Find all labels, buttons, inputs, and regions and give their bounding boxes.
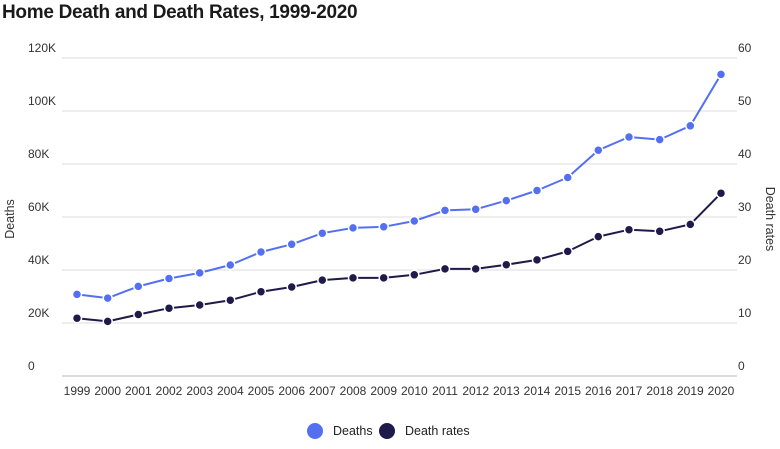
chart-title: Home Death and Death Rates, 1999-2020	[2, 2, 358, 23]
data-point-deaths	[133, 281, 144, 292]
y-tick-label: 60K	[28, 200, 49, 214]
x-tick-label: 2001	[125, 384, 152, 398]
data-point-deaths	[654, 134, 665, 145]
y2-tick-label: 60	[738, 41, 752, 55]
x-tick-label: 2003	[186, 384, 213, 398]
data-point-deaths	[623, 131, 635, 143]
data-point-deaths	[593, 144, 604, 156]
y-tick-label: 80K	[28, 147, 49, 161]
data-point-deaths	[102, 292, 113, 304]
y-axis-right-title: Death rates	[763, 187, 777, 252]
x-tick-label: 2000	[94, 384, 121, 398]
y-tick-label: 0	[28, 359, 35, 373]
gridlines	[62, 57, 737, 377]
legend-label-deaths: Deaths	[333, 424, 373, 438]
data-point-death-rates	[593, 231, 604, 242]
y-axis-left-title: Deaths	[3, 199, 17, 239]
data-point-death-rates	[133, 309, 144, 320]
data-point-death-rates	[347, 272, 359, 284]
data-point-death-rates	[685, 219, 696, 230]
x-tick-label: 2013	[493, 384, 520, 398]
data-point-death-rates	[317, 274, 328, 286]
x-tick-label: 2004	[217, 384, 244, 398]
x-tick-label: 2009	[370, 384, 397, 398]
y2-tick-label: 10	[738, 306, 752, 320]
data-point-death-rates	[378, 272, 389, 284]
y-tick-label: 100K	[28, 94, 56, 108]
data-point-death-rates	[225, 294, 236, 306]
data-point-deaths	[378, 221, 389, 233]
y2-tick-label: 50	[738, 94, 752, 108]
x-axis-ticks: 1999 2000 2001 2002 2003 2004 2005 2006 2007 2008…	[64, 384, 735, 398]
legend-marker-death-rates	[379, 423, 395, 439]
data-point-death-rates	[194, 299, 205, 311]
data-point-deaths	[501, 195, 512, 206]
data-point-deaths	[225, 259, 236, 271]
x-tick-label: 2006	[278, 384, 305, 398]
data-point-deaths	[470, 204, 481, 215]
data-point-deaths	[163, 273, 175, 284]
x-tick-label: 2014	[524, 384, 551, 398]
data-point-deaths	[562, 172, 573, 183]
y-axis-left-ticks: 0 20K 40K 60K 80K 100K 120K	[28, 41, 56, 373]
data-point-death-rates	[102, 316, 113, 327]
x-tick-label: 2012	[462, 384, 489, 398]
data-point-deaths	[71, 289, 83, 300]
x-tick-label: 2008	[340, 384, 367, 398]
y-tick-label: 40K	[28, 253, 49, 267]
data-point-death-rates	[715, 187, 727, 199]
data-point-death-rates	[163, 302, 175, 314]
data-point-death-rates	[623, 224, 635, 235]
x-tick-label: 2011	[432, 384, 458, 398]
legend-label-death-rates: Death rates	[405, 424, 470, 438]
data-point-death-rates	[654, 226, 665, 237]
x-tick-label: 2018	[646, 384, 673, 398]
data-point-death-rates	[531, 254, 543, 266]
legend-marker-deaths	[307, 423, 323, 439]
x-tick-label: 2017	[616, 384, 643, 398]
series-line-deaths	[76, 73, 722, 300]
y-tick-label: 20K	[28, 306, 49, 320]
x-tick-label: 2016	[585, 384, 612, 398]
data-point-deaths	[347, 222, 359, 234]
data-point-death-rates	[255, 286, 267, 297]
x-tick-label: 2020	[708, 384, 735, 398]
y2-tick-label: 0	[738, 359, 745, 373]
data-point-death-rates	[439, 263, 451, 275]
x-tick-label: 2015	[554, 384, 581, 398]
data-point-death-rates	[501, 259, 512, 270]
x-tick-label: 2010	[401, 384, 428, 398]
data-point-deaths	[255, 246, 267, 258]
x-tick-label: 2002	[156, 384, 183, 398]
data-point-deaths	[715, 69, 727, 80]
data-point-deaths	[531, 185, 543, 196]
y2-tick-label: 30	[738, 200, 752, 214]
legend: Deaths Death rates	[307, 423, 470, 439]
series-line-death-rates	[76, 192, 722, 323]
data-point-death-rates	[71, 312, 83, 324]
data-point-deaths	[439, 205, 451, 216]
series-layer	[71, 69, 727, 327]
data-point-death-rates	[562, 246, 573, 257]
y-axis-right-ticks: 0 10 20 30 40 50 60	[738, 41, 752, 373]
x-tick-label: 1999	[64, 384, 91, 398]
data-point-death-rates	[409, 269, 420, 281]
data-point-deaths	[685, 120, 696, 132]
y2-tick-label: 20	[738, 253, 752, 267]
data-point-death-rates	[470, 263, 481, 275]
x-tick-label: 2019	[677, 384, 704, 398]
y2-tick-label: 40	[738, 147, 752, 161]
data-point-deaths	[317, 227, 328, 239]
data-point-deaths	[286, 239, 297, 250]
data-point-deaths	[194, 267, 205, 279]
data-point-death-rates	[286, 281, 297, 293]
x-tick-label: 2005	[248, 384, 275, 398]
y-tick-label: 120K	[28, 41, 56, 55]
data-point-deaths	[409, 215, 420, 227]
x-tick-label: 2007	[309, 384, 336, 398]
